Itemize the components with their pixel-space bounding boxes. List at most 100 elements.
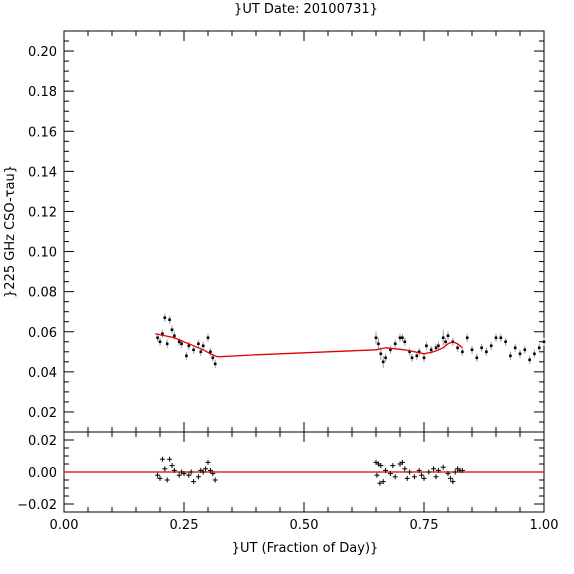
data-point [456,346,459,350]
data-point [173,334,176,338]
x-axis-label: }UT (Fraction of Day)} [232,541,379,556]
residual-point [205,459,211,465]
data-point [528,358,531,362]
residual-point [210,471,216,477]
data-point [401,336,404,340]
y-tick-label: 0.06 [28,326,57,341]
fit-line [155,333,463,358]
data-point [429,348,433,352]
residual-point [426,469,432,475]
data-point [475,356,479,360]
y-tick-label: 0.10 [28,246,57,261]
residual-point [407,469,413,475]
data-point [187,344,191,348]
residual-point [159,456,165,462]
y-tick-label: 0.08 [28,286,57,301]
data-point [389,348,392,352]
y-tick-label: 0.12 [28,205,57,220]
x-tick-label: 0.25 [170,518,199,533]
data-point [185,354,188,358]
data-point [542,340,546,344]
residual-point [377,480,383,486]
data-point [201,344,205,348]
residual-point [390,463,396,469]
chart-title: }UT Date: 20100731} [234,2,378,17]
residual-point [155,472,161,478]
residual-point [212,477,218,483]
residual-point [402,466,408,472]
data-point [485,350,488,354]
residual-point [171,467,177,473]
data-point [489,344,493,348]
main-panel: 0.02 0.04 0.06 0.08 0.10 0.12 0.14 0.16 0.18 0.20 [28,30,546,433]
data-point [513,346,517,350]
data-point [206,336,210,340]
data-point [422,356,426,360]
residual-point [411,474,417,480]
data-point [465,336,469,340]
residual-point [157,475,163,481]
residual-point [203,466,209,472]
data-point [156,336,159,340]
data-point [374,336,378,340]
residual-point [378,463,384,469]
residual-point [176,472,182,478]
data-point [504,340,507,344]
data-point [192,348,195,352]
y-tick-label: 0.02 [28,406,57,421]
data-point [415,354,419,358]
x-tick-label: 0.75 [410,518,439,533]
residual-point [459,467,465,473]
y-axis-label: }225 GHz CSO-τau} [3,165,18,298]
data-point [480,346,483,350]
data-point [523,348,527,352]
residual-point [431,466,437,472]
data-point [168,318,171,322]
data-point [494,336,498,340]
data-point [509,354,512,358]
residual-point [167,456,173,462]
residual-point [399,459,405,465]
data-point [533,352,536,356]
x-tick-label: 0.00 [50,518,79,533]
residual-point [447,475,453,481]
data-point [213,362,217,366]
data-point [379,352,383,356]
data-point [165,342,169,346]
residual-point [200,469,206,475]
data-point [537,346,541,350]
residual-point [392,474,398,480]
residual-point [191,479,197,485]
data-point [434,346,438,350]
data-point [170,328,174,332]
data-point [209,350,212,354]
residual-point [188,469,194,475]
residual-y-tick-label: 0.00 [28,466,57,481]
residual-point [450,479,456,485]
data-point [461,350,464,354]
data-point [393,342,397,346]
residual-point [404,475,410,481]
y-tick-label: 0.16 [28,125,57,140]
residual-point [186,472,192,478]
residual-point [435,467,441,473]
residual-point [380,479,386,485]
data-point [403,340,407,344]
residual-point [383,467,389,473]
y-tick-label: 0.18 [28,85,57,100]
residual-point [181,471,187,477]
data-point [410,356,414,360]
data-point [197,342,200,346]
residual-point [162,466,168,472]
data-point [518,352,522,356]
data-point [425,344,428,348]
residual-point [433,474,439,480]
residual-point [374,472,380,478]
x-tick-label: 1.00 [530,518,559,533]
residual-point [452,469,458,475]
data-point [199,350,203,354]
residual-point [445,471,451,477]
data-point [211,356,215,360]
residual-y-tick-label: 0.02 [28,434,57,449]
main-plot-frame [63,30,545,433]
